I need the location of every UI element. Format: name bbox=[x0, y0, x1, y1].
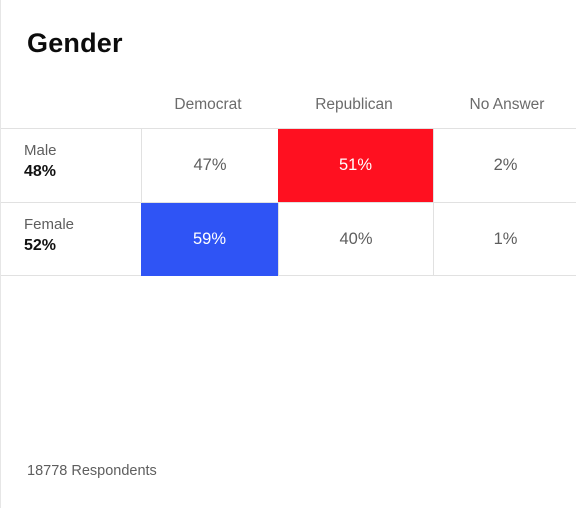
cell-male-democrat: 47% bbox=[141, 129, 278, 202]
row-share: 48% bbox=[24, 163, 57, 180]
table-row-male: Male 48% 47% 51% 2% bbox=[1, 128, 576, 202]
column-header-democrat: Democrat bbox=[174, 96, 242, 113]
cell-female-republican: 40% bbox=[278, 203, 433, 276]
table-row-female: Female 52% 59% 40% 1% bbox=[1, 202, 576, 276]
cell-male-republican: 51% bbox=[278, 129, 433, 202]
row-name: Female bbox=[24, 216, 75, 233]
row-label-male: Male 48% bbox=[24, 141, 57, 183]
cell-female-democrat: 59% bbox=[141, 203, 278, 276]
row-name: Male bbox=[24, 142, 57, 159]
column-header-no-answer: No Answer bbox=[469, 96, 545, 113]
chart-title: Gender bbox=[27, 28, 123, 58]
column-header-republican: Republican bbox=[315, 96, 393, 113]
row-share: 52% bbox=[24, 237, 57, 254]
respondents-count: 18778 Respondents bbox=[27, 463, 157, 479]
cell-male-no-answer: 2% bbox=[433, 129, 576, 202]
row-label-female: Female 52% bbox=[24, 215, 74, 257]
column-header-row: Democrat Republican No Answer bbox=[1, 88, 576, 128]
cell-female-no-answer: 1% bbox=[433, 203, 576, 276]
